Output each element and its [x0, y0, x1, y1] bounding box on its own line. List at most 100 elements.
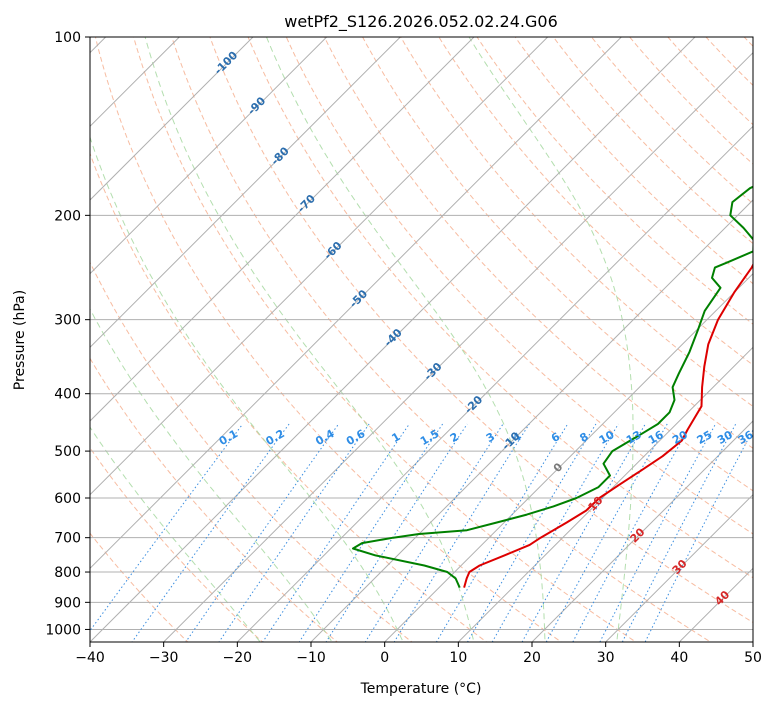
dry-adiabat-line: [362, 37, 753, 449]
dry-adiabat-line: [438, 37, 753, 366]
mixing-ratio-label: 6: [549, 430, 562, 445]
y-tick-label: 1000: [45, 622, 81, 638]
dry-adiabat-line: [90, 532, 189, 642]
mixing-ratio-label: 0.1: [217, 427, 240, 448]
mixing-ratio-line: [298, 423, 444, 642]
isotherm-label: -30: [421, 360, 444, 383]
dry-adiabat-line: [209, 37, 753, 624]
chart-title: wetPf2_S126.2026.052.02.24.G06: [284, 12, 558, 32]
y-tick-label: 200: [54, 208, 81, 224]
x-tick-label: 50: [744, 650, 762, 666]
sounding-series: [352, 185, 753, 589]
isotherm-line: [310, 199, 753, 642]
x-tick-label: −30: [149, 650, 179, 666]
x-axis-label: Temperature (°C): [360, 681, 482, 697]
dry-adiabat-line: [171, 37, 712, 642]
mixing-ratio-line: [393, 423, 530, 642]
dry-adiabat-line: [94, 37, 563, 642]
isotherm-label: -80: [269, 144, 292, 167]
moist-adiabat-line: [90, 308, 333, 642]
y-tick-label: 900: [54, 595, 81, 611]
mixing-ratio-label: 36: [736, 428, 756, 447]
x-tick-label: 30: [597, 650, 615, 666]
mixing-ratio-line: [491, 423, 619, 642]
isotherm-label: 40: [712, 588, 732, 608]
x-tick-label: 20: [523, 650, 541, 666]
isotherm-line: [457, 346, 753, 642]
isotherm-label: -50: [347, 287, 370, 310]
y-axis-label: Pressure (hPa): [12, 290, 28, 390]
dry-adiabat-line: [323, 37, 753, 492]
isotherm-line: [90, 37, 254, 201]
isotherm-line: [531, 420, 753, 642]
mixing-ratio-line: [572, 423, 692, 642]
x-tick-label: −40: [75, 650, 105, 666]
mixing-ratio-line: [364, 423, 504, 642]
mixing-ratio-line: [435, 423, 569, 642]
x-tick-label: 10: [449, 650, 467, 666]
x-tick-label: 40: [670, 650, 688, 666]
axes: −40 −30 −20 −10 0 10 20 30 40 5010020030040050060…: [45, 30, 762, 666]
x-tick-label: −20: [223, 650, 253, 666]
dry-adiabat-line: [476, 37, 753, 325]
mixing-ratio-label: 0.6: [344, 427, 368, 448]
isotherm-line: [90, 37, 549, 496]
isotherm-label: -20: [462, 393, 485, 416]
y-tick-label: 300: [54, 313, 81, 329]
isotherm-label: -40: [382, 326, 405, 349]
mixing-ratio-line: [466, 423, 597, 642]
y-tick-label: 100: [54, 30, 81, 46]
mixing-ratio-line: [325, 423, 468, 642]
x-tick-label: −10: [296, 650, 326, 666]
mixing-ratio-line: [599, 423, 716, 642]
line-labels: 0.1 0.2 0.4 0.6 1 1.5 2 3 4 6 8 10 13 16 20 25 30 36-100-…: [212, 48, 756, 608]
temperature-line: [463, 262, 753, 588]
moist-adiabat-line: [90, 135, 404, 642]
dry-adiabat-line: [133, 37, 637, 642]
isotherm-line: [605, 493, 753, 642]
y-tick-label: 600: [54, 491, 81, 507]
isotherm-label: -70: [295, 192, 318, 215]
dry-adiabat-line: [514, 37, 753, 285]
y-tick-label: 700: [54, 531, 81, 547]
dry-adiabat-line: [285, 37, 753, 535]
isotherm-label: 30: [670, 557, 690, 577]
isotherm-label: -90: [245, 94, 268, 117]
isotherm-line: [163, 51, 753, 642]
dry-adiabat-line: [400, 37, 753, 407]
dry-adiabat-line: [90, 261, 413, 642]
mixing-ratio-line: [262, 423, 410, 642]
mixing-ratio-line: [185, 423, 340, 642]
isotherm-label: 20: [628, 525, 648, 545]
isotherm-line: [90, 37, 475, 422]
mixing-ratio-line: [521, 423, 646, 642]
dry-adiabat-line: [590, 37, 753, 205]
mixing-ratio-line: [131, 423, 290, 642]
x-tick-label: 0: [380, 650, 389, 666]
dry-adiabat-line: [90, 152, 488, 642]
isotherm-line: [384, 272, 753, 642]
mixing-ratio-label: 25: [695, 428, 715, 447]
y-tick-label: 500: [54, 444, 81, 460]
mixing-ratio-line: [90, 423, 244, 632]
plot-frame: [89, 36, 754, 643]
mixing-ratio-label: 1.5: [418, 427, 441, 448]
dewpoint-line: [352, 185, 753, 589]
isotherm-label: 0: [551, 460, 566, 475]
mixing-ratio-label: 0.2: [263, 427, 286, 448]
isotherm-line: [90, 37, 622, 570]
y-tick-label: 400: [54, 387, 81, 403]
isotherm-line: [752, 641, 753, 642]
mixing-ratio-label: 10: [597, 428, 617, 447]
mixing-ratio-line: [545, 423, 668, 642]
isotherm-label: -10: [499, 429, 522, 452]
mixing-ratio-label: 3: [484, 430, 497, 445]
background-lines: [90, 37, 753, 642]
moist-adiabat-line: [468, 37, 634, 642]
moist-adiabat-line: [144, 37, 475, 642]
isotherm-line: [90, 37, 696, 642]
mixing-ratio-label: 30: [715, 428, 735, 447]
moist-adiabat-line: [266, 37, 546, 642]
dry-adiabat-line: [705, 37, 753, 87]
